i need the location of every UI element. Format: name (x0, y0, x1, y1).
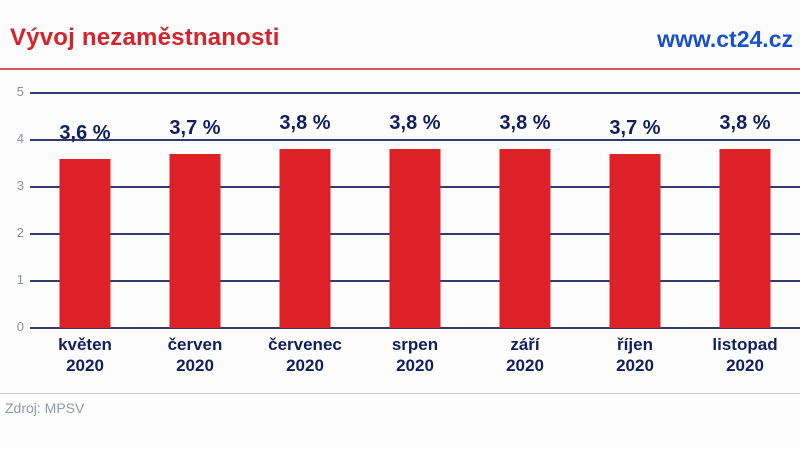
y-tick-label-2: 2 (16, 225, 24, 240)
x-label-month: říjen (617, 335, 653, 354)
x-label-month: září (510, 335, 540, 354)
website-url: www.ct24.cz (657, 26, 793, 52)
x-label-year: 2020 (726, 356, 764, 375)
y-tick-label-0: 0 (16, 319, 24, 334)
x-label-year: 2020 (66, 356, 104, 375)
x-label-year: 2020 (396, 356, 434, 375)
gridline-5 (30, 92, 800, 94)
x-axis-labels: květen 2020 červen 2020 červenec 2020 srpen 202… (30, 334, 800, 376)
x-label-year: 2020 (506, 356, 544, 375)
bar-column: 3,8 % (690, 93, 800, 328)
value-label: 3,7 % (169, 117, 221, 140)
y-tick-label-3: 3 (16, 178, 24, 193)
x-category-label: červenec 2020 (250, 334, 360, 376)
x-label-month: červen (167, 335, 223, 354)
bars-container: 3,6 % 3,7 % 3,8 % 3,8 % 3,8 % 3,7 % 3,8 % (30, 93, 800, 328)
value-label: 3,8 % (389, 112, 441, 135)
bar-column: 3,8 % (250, 93, 360, 328)
x-category-label: červen 2020 (140, 334, 250, 376)
value-label: 3,8 % (719, 112, 771, 135)
x-label-month: červenec (268, 335, 342, 354)
x-label-month: srpen (391, 335, 439, 354)
header-divider (0, 68, 800, 70)
x-label-month: listopad (712, 335, 778, 354)
page-title: Vývoj nezaměstnanosti (10, 24, 280, 51)
bar-column: 3,7 % (140, 93, 250, 328)
bar (499, 149, 551, 328)
gridline-0 (30, 327, 800, 329)
y-tick-label-1: 1 (16, 272, 24, 287)
bar (169, 154, 221, 328)
bar-column: 3,8 % (360, 93, 470, 328)
x-category-label: květen 2020 (30, 334, 140, 376)
bar-column: 3,7 % (580, 93, 690, 328)
bar (279, 149, 331, 328)
bar (719, 149, 771, 328)
x-category-label: září 2020 (470, 334, 580, 376)
bar (59, 158, 111, 328)
x-label-year: 2020 (616, 356, 654, 375)
x-category-label: říjen 2020 (580, 334, 690, 376)
x-label-year: 2020 (286, 356, 324, 375)
value-label: 3,8 % (499, 112, 551, 135)
x-category-label: listopad 2020 (690, 334, 800, 376)
footer-divider (0, 393, 800, 394)
y-tick-label-4: 4 (16, 131, 24, 146)
bar (609, 154, 661, 328)
source-note: Zdroj: MPSV (5, 400, 85, 416)
x-label-year: 2020 (176, 356, 214, 375)
bar-column: 3,6 % (30, 93, 140, 328)
x-label-month: květen (58, 335, 112, 354)
bar-column: 3,8 % (470, 93, 580, 328)
bar (389, 149, 441, 328)
gridline-4 (30, 139, 800, 141)
x-category-label: srpen 2020 (360, 334, 470, 376)
value-label: 3,8 % (279, 112, 331, 135)
value-label: 3,7 % (609, 117, 661, 140)
y-tick-label-5: 5 (16, 84, 24, 99)
value-label: 3,6 % (59, 121, 111, 144)
